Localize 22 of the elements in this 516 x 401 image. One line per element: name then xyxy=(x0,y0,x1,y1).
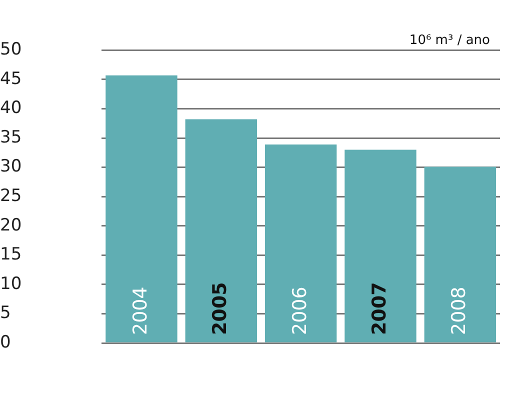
x-tick-label: 2007 xyxy=(368,282,390,335)
bar xyxy=(106,75,178,342)
bar xyxy=(424,166,496,342)
y-tick-label: 5 xyxy=(0,303,11,324)
y-tick-label: 25 xyxy=(0,186,22,206)
x-tick-label: 2008 xyxy=(448,286,470,335)
x-tick-label: 2005 xyxy=(209,282,232,335)
x-tick-label: 2006 xyxy=(288,286,311,335)
y-tick-label: 15 xyxy=(0,244,22,265)
y-tick-label: 0 xyxy=(0,332,11,352)
x-tick-label: 2004 xyxy=(129,286,152,335)
y-tick-label: 20 xyxy=(0,215,22,236)
y-tick-label: 10 xyxy=(0,274,22,294)
bar xyxy=(344,150,416,342)
y-tick-label: 45 xyxy=(0,68,22,89)
bar xyxy=(185,119,257,342)
y-axis-title: 10⁶ m³ / ano xyxy=(409,33,490,48)
y-tick-label: 30 xyxy=(0,156,22,177)
y-tick-label: 40 xyxy=(0,98,22,118)
bar xyxy=(264,144,337,342)
y-tick-label: 35 xyxy=(0,127,22,148)
y-tick-label: 50 xyxy=(0,40,22,60)
